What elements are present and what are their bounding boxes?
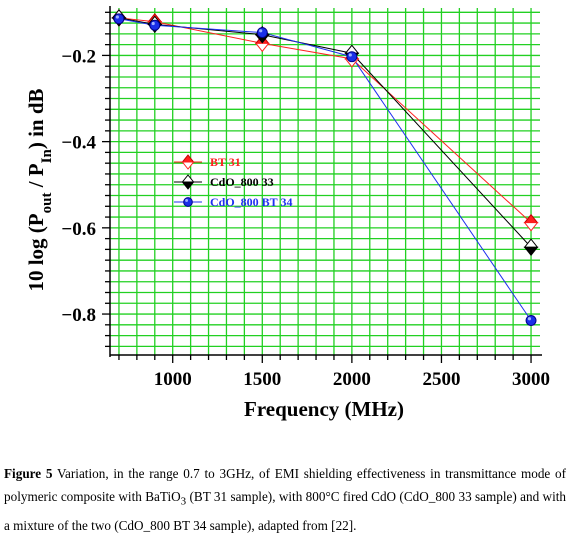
legend-label: BT 31 — [210, 155, 241, 169]
data-point-circle — [525, 315, 537, 326]
data-point-diamond-red — [181, 154, 195, 170]
marker-bottom — [523, 246, 539, 257]
marker-circle — [346, 51, 358, 63]
marker-bottom — [181, 161, 195, 170]
legend-item: BT 31 — [174, 154, 241, 170]
caption-text: Variation, in the range 0.7 to 3GHz, of … — [4, 466, 566, 504]
marker-highlight — [348, 53, 352, 57]
legend-label: CdO_800 33 — [210, 175, 274, 189]
x-tick-label: 2000 — [333, 369, 371, 390]
marker-circle — [525, 315, 537, 326]
marker-highlight — [185, 199, 189, 202]
x-tick-label: 3000 — [512, 369, 550, 390]
x-axis-title: Frequency (MHz) — [244, 397, 404, 421]
y-tick-label: −0.6 — [61, 219, 96, 240]
marker-circle — [183, 197, 193, 207]
legend-item: CdO_800 BT 34 — [174, 195, 292, 209]
axes — [102, 6, 542, 363]
data-point-circle — [113, 13, 125, 25]
marker-highlight — [259, 29, 263, 33]
y-tick-label: −0.2 — [61, 46, 96, 67]
marker-bottom — [181, 181, 195, 190]
tick-labels: 1000 1500 2000 2500 3000 −0.2 −0.4 −0.6 −0.8 — [61, 46, 550, 390]
data-point-circle — [346, 51, 358, 63]
emi-chart: 1000 1500 2000 2500 3000 −0.2 −0.4 −0.6 −0.8 BT … — [24, 6, 550, 421]
marker-circle — [149, 19, 161, 31]
figure-label: Figure 5 — [4, 466, 53, 481]
marker-highlight — [115, 15, 119, 19]
data-point-diamond-black — [523, 238, 539, 257]
series-markers — [111, 9, 539, 326]
legend-label: CdO_800 BT 34 — [210, 195, 292, 209]
legend-item: CdO_800 33 — [174, 174, 274, 190]
data-point-diamond-black — [181, 174, 195, 190]
x-tick-label: 1000 — [154, 369, 192, 390]
data-point-circle — [149, 19, 161, 31]
figure-caption: Figure 5 Variation, in the range 0.7 to … — [4, 462, 566, 537]
marker-circle — [113, 13, 125, 25]
data-point-circle — [256, 27, 268, 39]
legend: BT 31 CdO_800 33 CdO_800 BT 34 — [174, 154, 292, 209]
x-tick-label: 2500 — [422, 369, 460, 390]
y-axis-title: 10 log (Pout / PIn) in dB — [24, 88, 55, 291]
y-tick-label: −0.4 — [61, 133, 96, 154]
data-point-diamond-red — [523, 213, 539, 232]
data-point-circle — [183, 197, 193, 207]
marker-highlight — [527, 317, 532, 321]
marker-circle — [256, 27, 268, 39]
y-tick-label: −0.8 — [61, 305, 96, 326]
caption-subscript: 3 — [180, 495, 187, 508]
marker-highlight — [151, 21, 155, 26]
caption-text-end: (BT 31 sample), with 800°C fired CdO (Cd… — [4, 489, 567, 533]
marker-bottom — [523, 222, 539, 232]
x-tick-label: 1500 — [243, 369, 281, 390]
